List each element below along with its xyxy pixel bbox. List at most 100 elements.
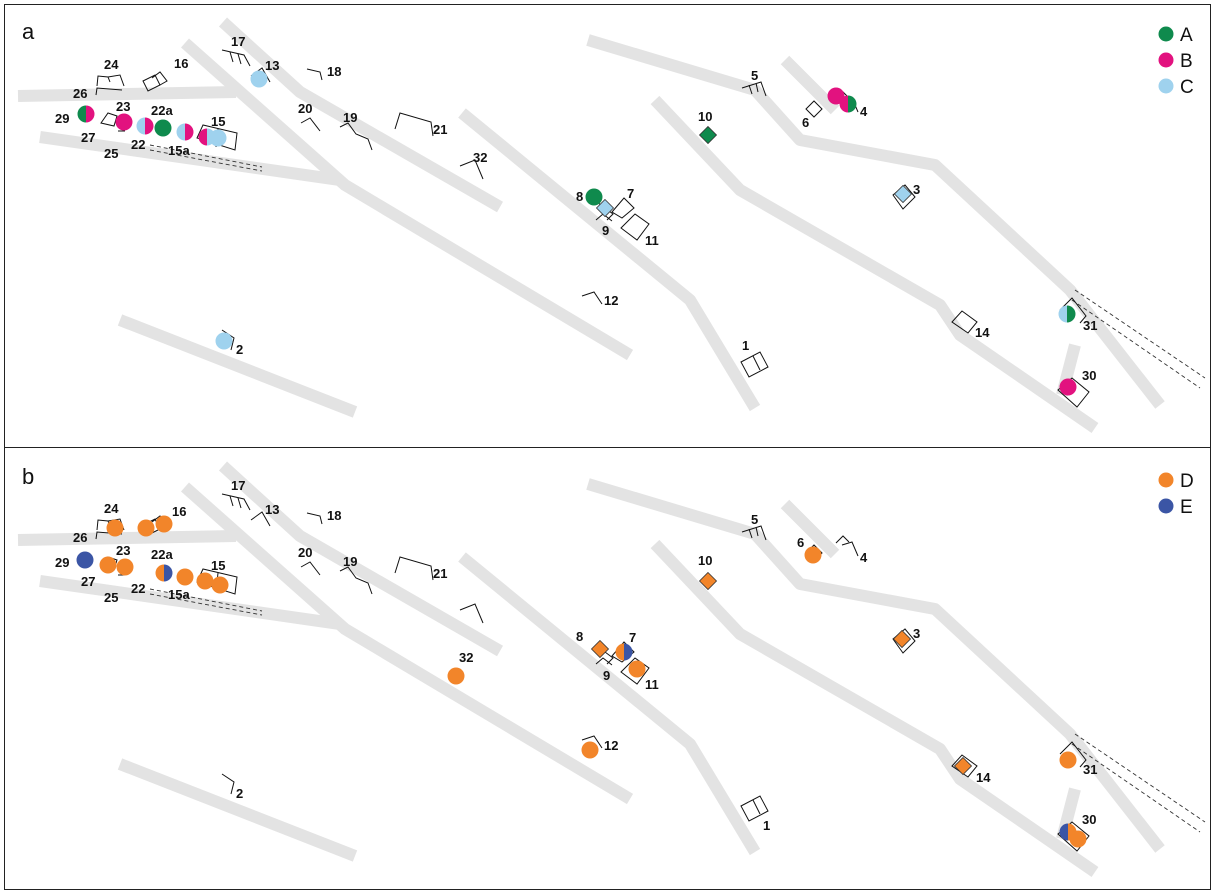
legend-swatch [1158,78,1174,94]
site-label: 29 [55,111,69,126]
site-label: 6 [797,535,804,550]
site-label: 22a [151,547,173,562]
site-label: 7 [629,630,636,645]
site-label: 20 [298,101,312,116]
site-label: 18 [327,64,341,79]
building-outline [620,213,650,241]
site-label: 17 [231,34,245,49]
panel-b-frame [4,447,1211,890]
building-outline [620,657,650,685]
legend-swatch [1158,472,1174,488]
legend-swatch [1158,26,1174,42]
building-outline [221,49,251,67]
building-outline [250,511,271,527]
site-label: 16 [172,504,186,519]
panel-a-map: 12345678910111213141515a1617181920212222… [17,17,1206,433]
site-label: 31 [1083,762,1097,777]
road [39,131,341,186]
dashed-track [149,593,263,616]
marker-site-22a [154,119,172,137]
site-label: 19 [343,554,357,569]
site-label: 2 [236,786,243,801]
building-outline [95,87,123,96]
marker-site-29 [76,551,94,569]
site-label: 22 [131,137,145,152]
building-outline [841,541,859,557]
site-label: 1 [763,818,770,833]
site-label: 12 [604,738,618,753]
road [117,758,358,862]
marker-site-15a [176,568,194,586]
site-label: 27 [81,574,95,589]
site-label: 3 [913,626,920,641]
building-outline [581,735,603,749]
marker-site-29 [77,105,95,123]
site-label: 31 [1083,318,1097,333]
panel-a-label: a [22,19,35,44]
marker-site-8 [585,188,603,206]
marker-site-23 [115,113,133,131]
site-label: 18 [327,508,341,523]
building-outline [100,112,118,127]
site-label: 7 [627,186,634,201]
building-outline [221,773,235,795]
marker-site-22a [155,564,173,582]
road [458,108,761,412]
road [780,499,840,559]
road-network [17,461,1165,877]
marker-site-10 [698,125,718,145]
building-outline [142,71,168,92]
road [218,461,503,657]
site-label: 29 [55,555,69,570]
panel-b-label: b [22,464,34,489]
site-label: 23 [116,99,130,114]
marker-site-22 [136,117,154,135]
building-outline [339,122,373,151]
road [650,95,1099,433]
marker-site-3 [893,184,913,204]
legend-label: B [1180,51,1193,72]
marker-site-12 [581,741,599,759]
marker-site-31 [1058,305,1076,323]
building-outline [805,100,823,118]
site-label: 14 [975,325,990,340]
site-label: 15a [168,143,190,158]
site-label: 25 [104,146,118,161]
site-label: 30 [1082,368,1096,383]
legend-item-B: B [1158,51,1193,72]
marker-site-15 [211,576,229,594]
road [17,86,237,102]
marker-site-23 [116,558,134,576]
legend-item-C: C [1158,77,1194,98]
building-outline [740,351,769,378]
legend-a: ABC [1158,25,1194,98]
site-label: 4 [860,550,868,565]
marker-site-2 [215,332,233,350]
building-outline [221,329,235,351]
site-label: 9 [603,668,610,683]
legend-b: DE [1158,471,1194,518]
site-label: 10 [698,553,712,568]
marker-site-7 [615,643,633,661]
legend-swatch [1158,52,1174,68]
site-label: 14 [976,770,991,785]
marker-site-3 [892,629,912,649]
site-labels: 12345678910111213141515a1617181920212222… [55,34,1097,383]
site-label: 30 [1082,812,1096,827]
site-label: 11 [645,677,659,692]
site-label: 10 [698,109,712,124]
marker-site-8 [590,639,610,659]
legend-label: E [1180,497,1193,518]
marker-site-15 [196,572,214,590]
marker-site-15 [209,129,227,147]
road [458,552,761,856]
building-outline [1059,741,1087,768]
marker-site-30 [1059,378,1077,396]
site-label: 16 [174,56,188,71]
road [181,38,634,361]
road [39,575,341,630]
marker-site-32 [447,667,465,685]
marker-site-16 [155,515,173,533]
road [650,539,1099,877]
